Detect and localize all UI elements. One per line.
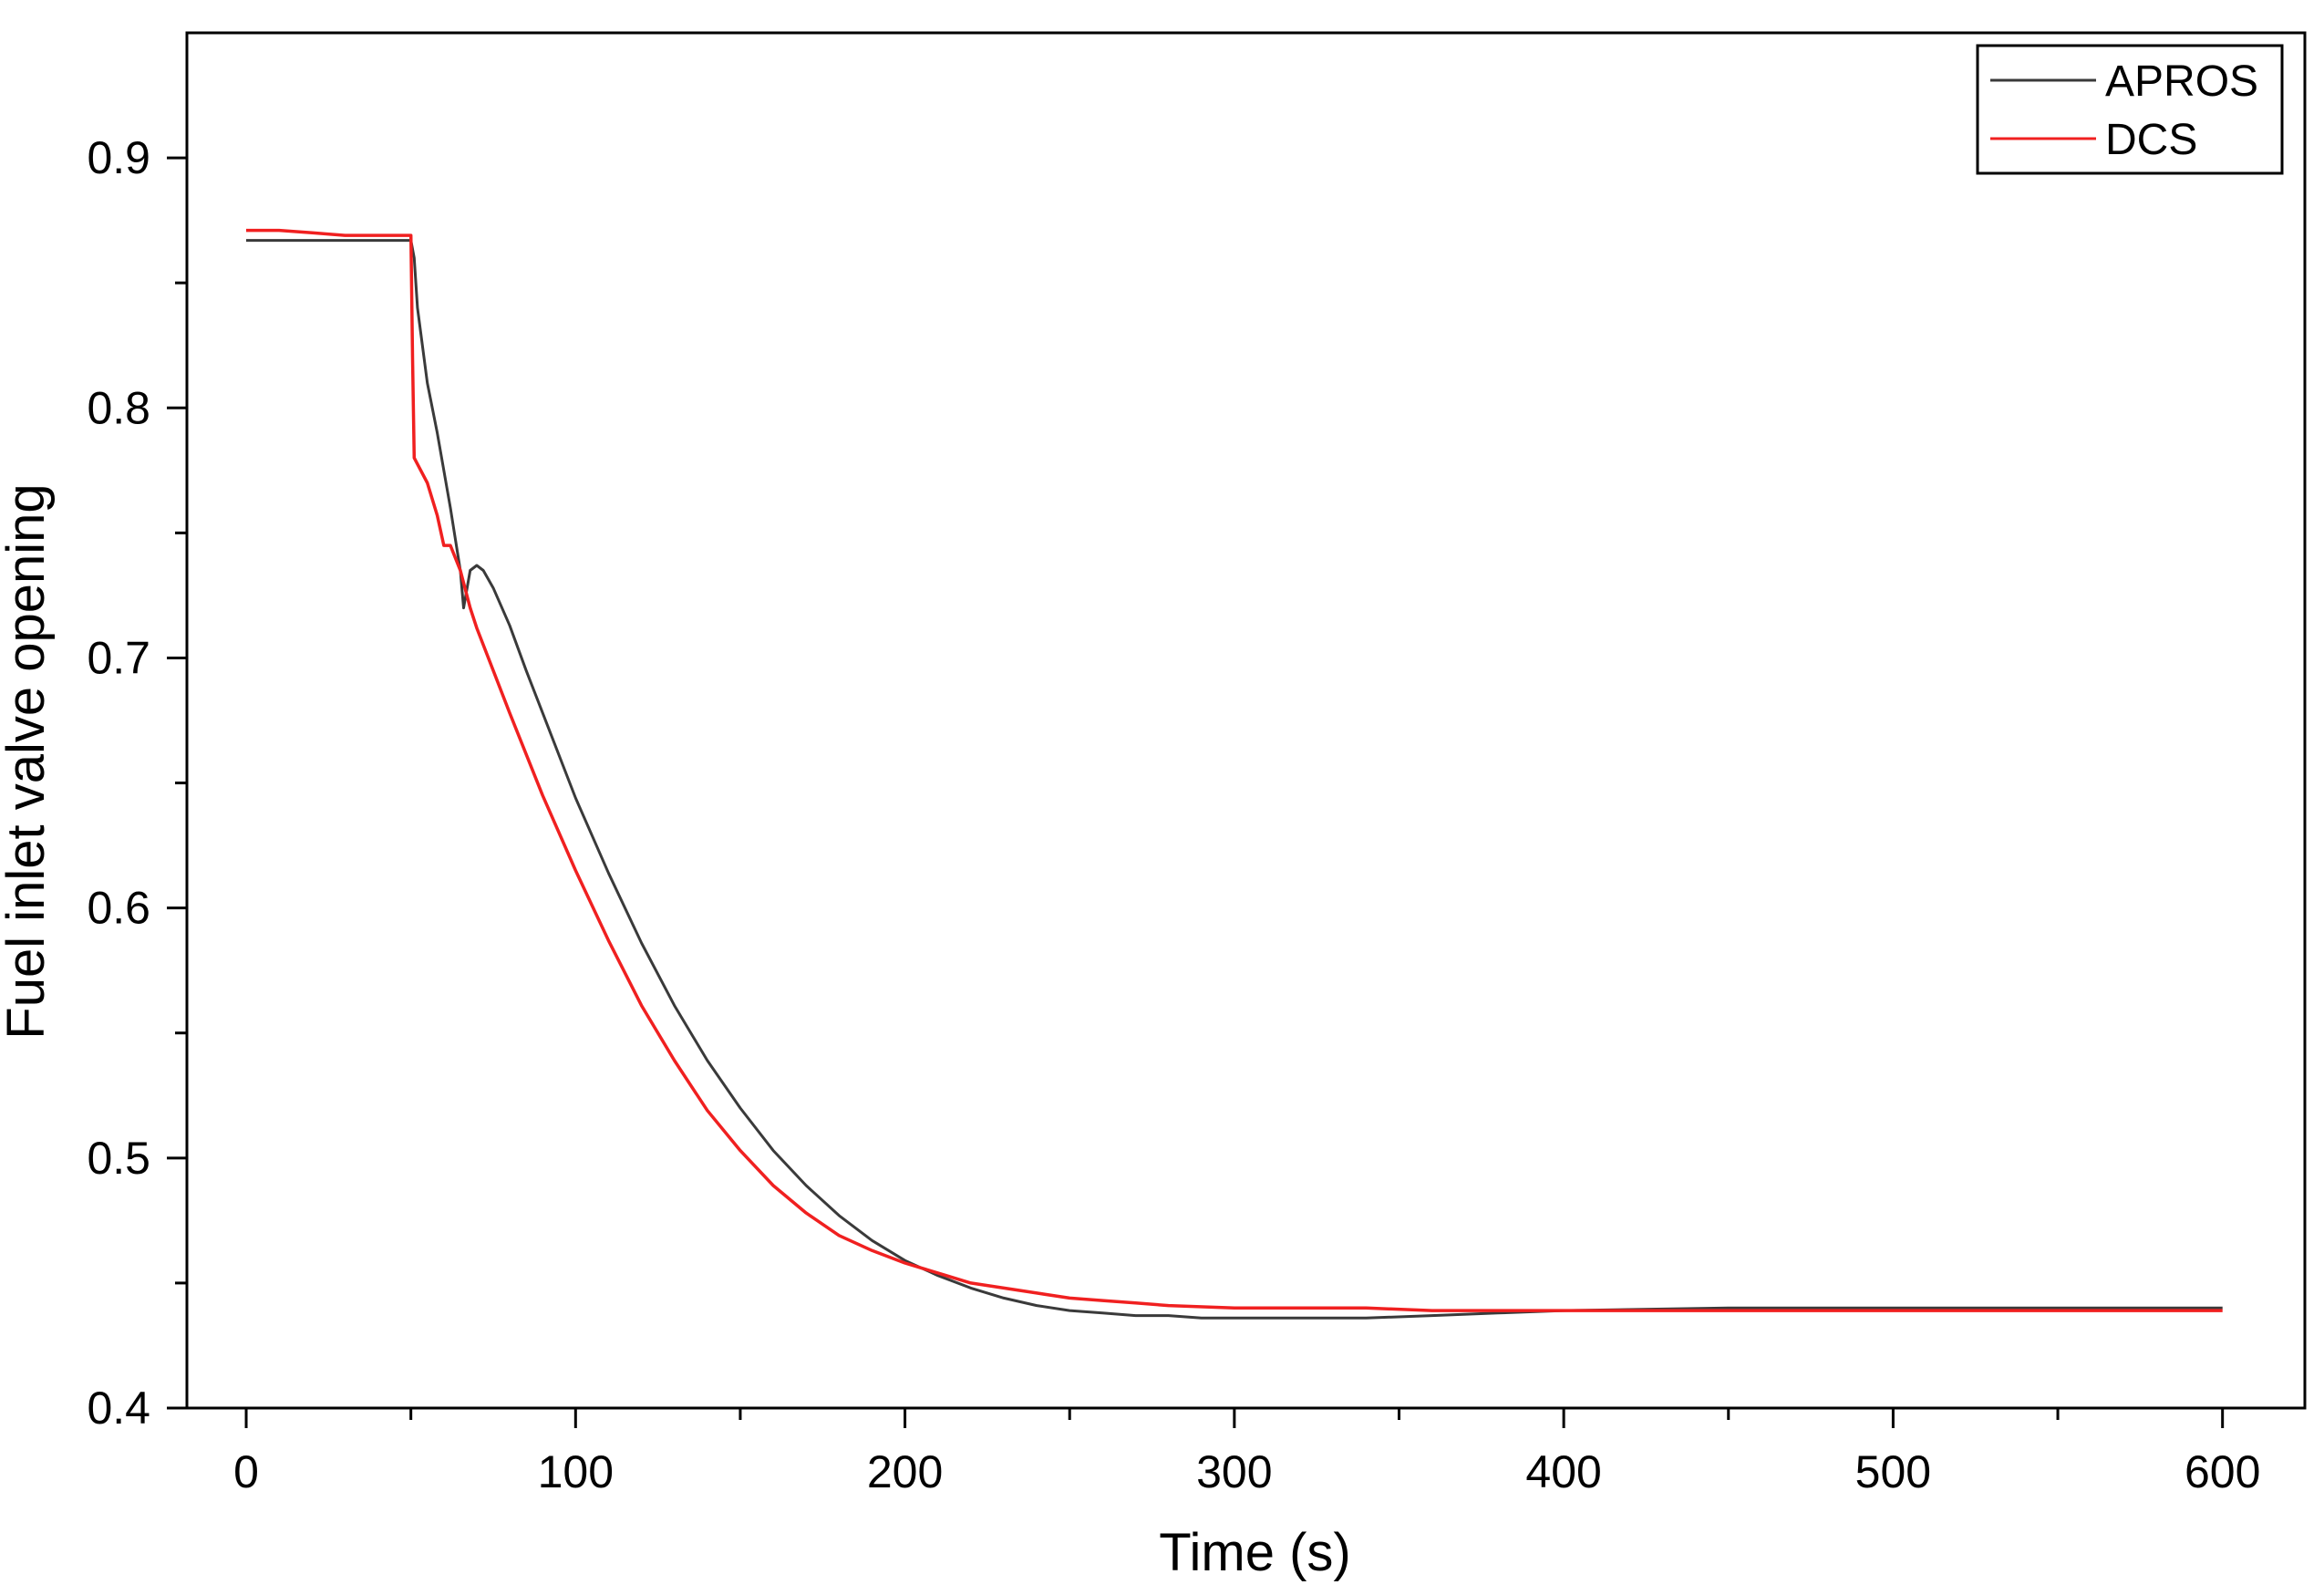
x-tick-label: 300 — [1196, 1446, 1272, 1497]
plot-frame — [185, 31, 2307, 1410]
y-tick-label: 0.4 — [87, 1383, 150, 1434]
x-axis-title: Time (s) — [1159, 1523, 1350, 1582]
series-layer — [246, 228, 2223, 1320]
y-tick-label: 0.5 — [87, 1133, 150, 1184]
y-tick-label: 0.7 — [87, 632, 150, 683]
x-tick-label: 500 — [1855, 1446, 1931, 1497]
series-line-dcs — [246, 228, 2223, 1312]
x-axis-ticks: 0 100 200 300 400 500 600 — [233, 1408, 2260, 1497]
x-tick-label: 0 — [233, 1446, 259, 1497]
legend-label-apros: APROS — [2105, 57, 2258, 106]
x-tick-label: 200 — [867, 1446, 943, 1497]
y-tick-label: 0.8 — [87, 382, 150, 433]
legend: APROS DCS — [1976, 44, 2284, 175]
x-tick-label: 400 — [1525, 1446, 1601, 1497]
series-line-apros — [246, 239, 2223, 1320]
y-axis-title: Fuel inlet valve opening — [0, 483, 56, 1039]
y-tick-label: 0.6 — [87, 883, 150, 934]
plot-border — [185, 31, 2307, 1410]
y-axis-ticks: 0.4 0.5 0.6 0.7 0.8 0.9 — [87, 132, 187, 1434]
x-tick-label: 600 — [2185, 1446, 2260, 1497]
y-tick-label: 0.9 — [87, 132, 150, 183]
x-tick-label: 100 — [538, 1446, 614, 1497]
legend-box — [1976, 44, 2284, 175]
legend-label-dcs: DCS — [2105, 116, 2197, 164]
